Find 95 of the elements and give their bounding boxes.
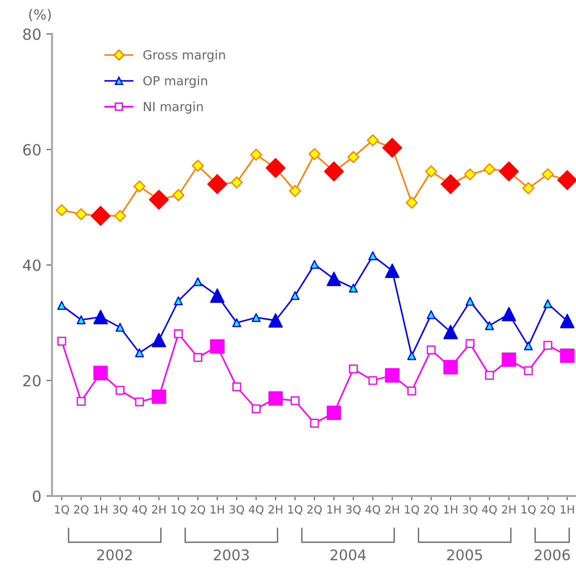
point [310,260,319,269]
x-tick-label: 3Q [230,505,244,515]
point [193,277,202,286]
point [135,397,144,406]
point [524,366,533,376]
point [348,284,358,293]
x-tick-label: 1Q [172,505,186,515]
text: 2002 [97,549,132,560]
point [426,345,436,354]
point [56,204,68,216]
point [174,296,183,306]
x-tick-label: 1H [210,505,224,514]
point [290,291,300,300]
point [368,251,378,260]
point [407,351,416,360]
x-tick-label: 2H [502,505,516,514]
x-tick-label: 2Q [424,505,438,515]
x-tick-label: 1Q [522,505,536,515]
text: 2006 [534,549,570,560]
y-tick-label: 40 [22,259,41,272]
point [466,339,474,348]
point [252,313,261,322]
point [230,176,243,188]
point [290,396,300,406]
legend-label: Gross margin [143,50,225,62]
point [116,386,124,395]
x-tick-label: 2Q [307,505,322,515]
point [425,165,438,178]
y-tick-label: 20 [23,374,41,387]
point [57,336,66,346]
x-tick-label: 2Q [540,505,556,515]
point [485,321,494,330]
x-tick-label: 4Q [248,505,264,515]
point [75,208,88,220]
x-tick-label: 2H [152,505,166,514]
x-tick-label: 3Q [346,505,361,515]
y-tick-label: 0 [32,490,41,502]
point [252,404,261,414]
point [172,189,184,202]
point [192,160,204,172]
point [133,180,146,192]
x-tick-label: 2Q [190,505,206,515]
x-tick-label: 1Q [405,505,419,515]
x-tick-label: 3Q [112,505,128,515]
x-tick-label: 4Q [132,505,147,515]
x-tick-label: 3Q [462,505,478,515]
point [174,329,183,338]
point [466,296,474,306]
point [310,418,319,428]
point [308,148,320,160]
x-tick-label: 1H [444,505,458,514]
x-tick-label: 1Q [55,505,70,515]
text: 2003 [214,549,249,560]
text: 2004 [330,549,366,560]
y-axis-title: (%) [29,9,51,22]
point [407,386,416,396]
point [289,185,302,198]
point [232,318,242,328]
point [543,340,552,350]
point [135,348,144,358]
point [483,163,496,176]
point [366,134,379,146]
point [232,382,242,392]
point [57,300,66,310]
x-tick-label: 2H [385,505,399,514]
point [368,376,378,385]
x-tick-label: 1H [560,505,574,514]
x-tick-label: 2Q [74,505,88,515]
x-tick-label: 1H [94,505,108,514]
x-tick-label: 1Q [288,505,302,515]
point [406,196,418,209]
point [76,396,86,406]
point [116,322,124,332]
point [485,370,494,380]
point [347,151,360,164]
point [543,299,552,308]
legend-label: OP margin [143,76,208,88]
y-tick-label: 80 [23,28,41,40]
point [76,315,86,324]
text: 2005 [447,549,482,560]
point [464,168,476,180]
point [426,310,436,320]
y-tick-label: 60 [23,144,41,156]
point [542,168,554,180]
x-tick-label: 4Q [482,505,497,515]
x-tick-label: 1H [327,505,341,514]
point [348,364,358,374]
point [193,352,202,362]
x-tick-label: 4Q [365,505,380,515]
legend-label: NI margin [144,102,203,114]
point [250,148,262,161]
point [522,182,534,194]
point [114,210,126,222]
point [524,341,533,350]
x-tick-label: 2H [268,505,282,514]
